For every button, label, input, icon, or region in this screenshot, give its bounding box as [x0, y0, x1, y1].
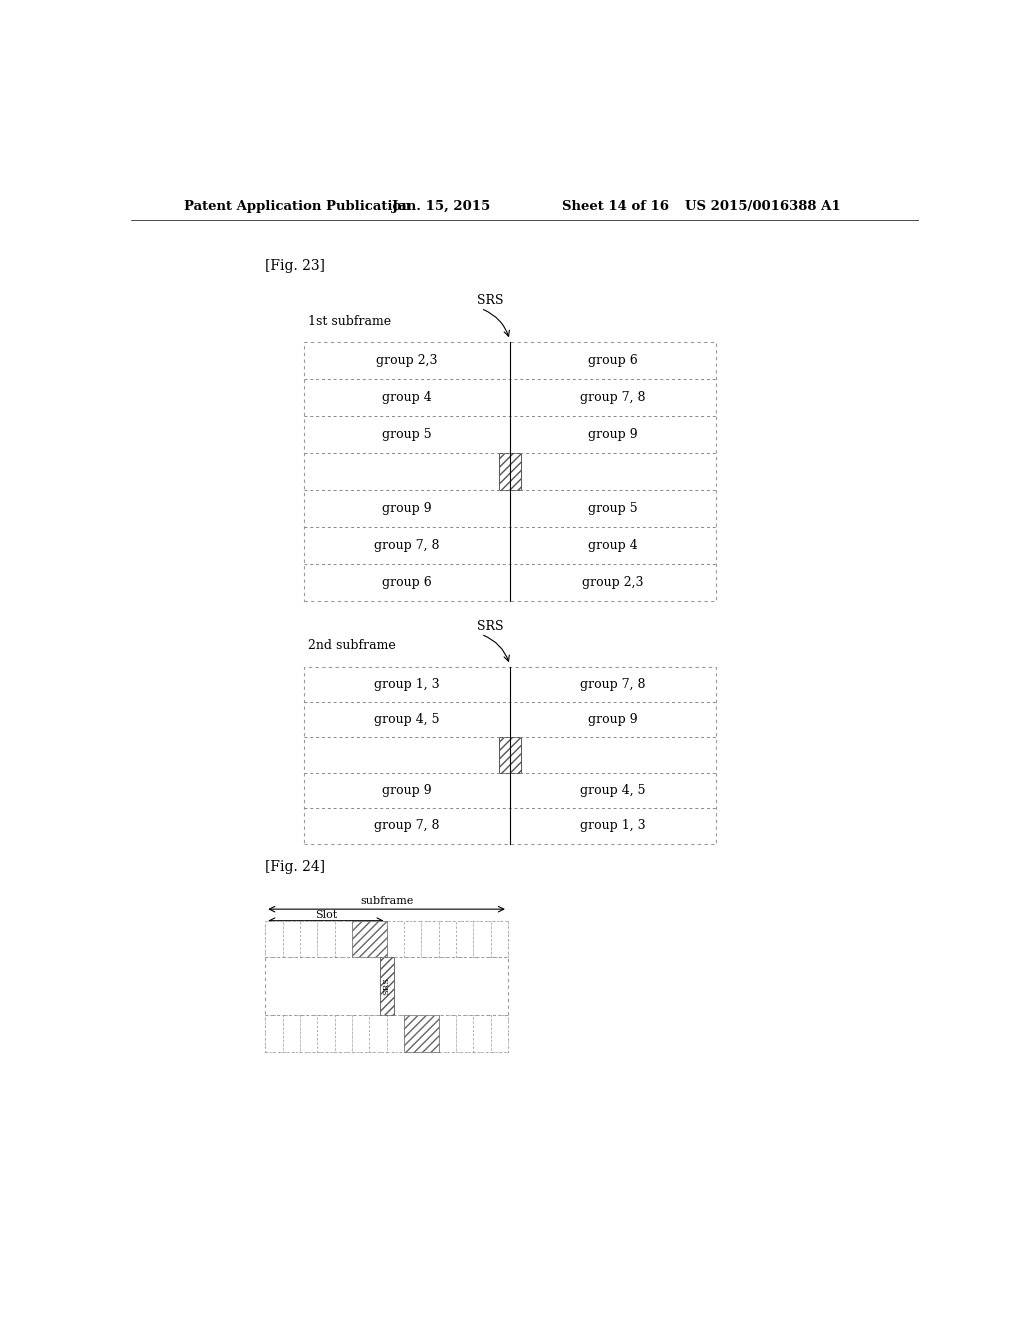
Bar — [380, 957, 393, 1015]
Text: SRS: SRS — [477, 294, 504, 308]
Bar — [283, 921, 300, 957]
Bar — [473, 921, 490, 957]
Bar — [421, 921, 438, 957]
Bar — [283, 1015, 300, 1052]
Bar — [456, 1015, 473, 1052]
Text: group 7, 8: group 7, 8 — [580, 677, 645, 690]
Bar — [490, 1015, 508, 1052]
Text: subframe: subframe — [359, 896, 414, 907]
Text: SRS: SRS — [383, 977, 390, 995]
Text: group 4, 5: group 4, 5 — [580, 784, 645, 797]
Bar — [352, 1015, 370, 1052]
Bar — [265, 921, 283, 957]
Bar — [387, 1015, 403, 1052]
Text: Jan. 15, 2015: Jan. 15, 2015 — [392, 199, 490, 213]
Bar — [352, 921, 387, 957]
Text: group 6: group 6 — [382, 576, 432, 589]
Bar — [370, 921, 387, 957]
Bar — [300, 921, 317, 957]
Text: group 4: group 4 — [382, 391, 432, 404]
Text: group 7, 8: group 7, 8 — [580, 391, 645, 404]
Text: group 5: group 5 — [382, 428, 431, 441]
Bar — [438, 1015, 456, 1052]
Bar — [265, 1015, 283, 1052]
Text: SRS: SRS — [477, 620, 504, 634]
Text: group 2,3: group 2,3 — [582, 576, 643, 589]
Text: group 4: group 4 — [588, 539, 638, 552]
Text: group 9: group 9 — [588, 713, 638, 726]
Text: group 2,3: group 2,3 — [376, 354, 437, 367]
Bar — [438, 921, 456, 957]
Bar — [499, 453, 520, 490]
Bar — [335, 921, 352, 957]
Bar — [421, 1015, 438, 1052]
Bar — [265, 921, 508, 1052]
Text: group 5: group 5 — [588, 502, 638, 515]
Bar — [335, 1015, 352, 1052]
Text: group 7, 8: group 7, 8 — [374, 820, 439, 833]
Bar — [403, 1015, 438, 1052]
Text: group 1, 3: group 1, 3 — [580, 820, 645, 833]
Bar — [317, 921, 335, 957]
Text: group 4, 5: group 4, 5 — [374, 713, 439, 726]
Text: 2nd subframe: 2nd subframe — [307, 639, 395, 652]
Bar — [317, 1015, 335, 1052]
Text: group 9: group 9 — [382, 502, 431, 515]
Bar — [304, 667, 716, 843]
Text: group 9: group 9 — [588, 428, 638, 441]
Bar — [352, 921, 370, 957]
Text: Sheet 14 of 16: Sheet 14 of 16 — [562, 199, 669, 213]
Text: Slot: Slot — [314, 909, 337, 920]
Bar — [403, 921, 421, 957]
Text: US 2015/0016388 A1: US 2015/0016388 A1 — [685, 199, 841, 213]
Bar — [456, 921, 473, 957]
Text: 1st subframe: 1st subframe — [307, 315, 391, 329]
Text: Patent Application Publication: Patent Application Publication — [184, 199, 412, 213]
Bar — [370, 1015, 387, 1052]
Text: group 7, 8: group 7, 8 — [374, 539, 439, 552]
Bar — [387, 921, 403, 957]
Bar — [490, 921, 508, 957]
Bar — [403, 1015, 421, 1052]
Text: [Fig. 23]: [Fig. 23] — [265, 259, 326, 273]
Bar — [304, 342, 716, 601]
Text: group 1, 3: group 1, 3 — [374, 677, 439, 690]
Bar — [473, 1015, 490, 1052]
Text: [Fig. 24]: [Fig. 24] — [265, 859, 326, 874]
Text: group 6: group 6 — [588, 354, 638, 367]
Bar — [300, 1015, 317, 1052]
Bar — [499, 738, 520, 774]
Text: group 9: group 9 — [382, 784, 431, 797]
